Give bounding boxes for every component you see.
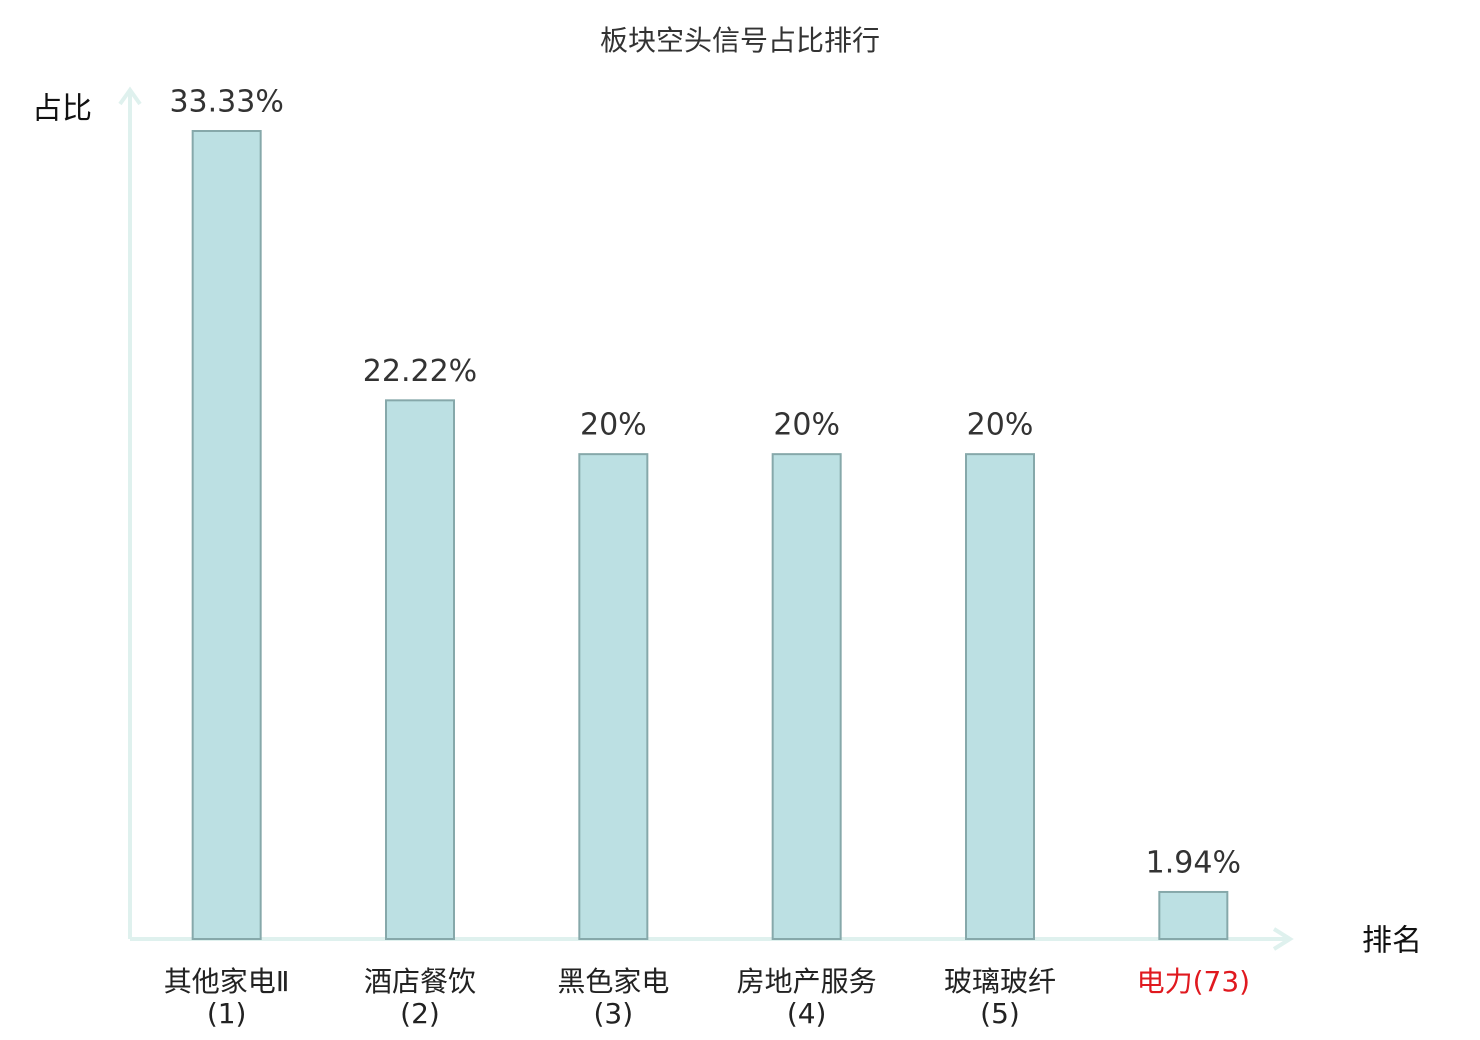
value-label: 33.33% xyxy=(169,85,283,120)
x-tick-label: 玻璃玻纤(5) xyxy=(943,965,1056,1030)
value-label: 1.94% xyxy=(1146,845,1241,880)
value-label: 22.22% xyxy=(363,354,477,389)
bar xyxy=(965,453,1035,940)
x-tick-label: 房地产服务(4) xyxy=(736,965,877,1030)
bar xyxy=(578,453,649,940)
x-axis-label: 排名 xyxy=(1362,924,1422,959)
x-tick-label: 电力(73) xyxy=(1136,965,1251,998)
x-axis-arrow xyxy=(1272,927,1294,951)
axes xyxy=(118,86,1294,951)
x-tick-label: 其他家电Ⅱ(1) xyxy=(163,965,290,1030)
value-label: 20% xyxy=(773,408,840,443)
x-tick-label: 酒店餐饮(2) xyxy=(363,965,476,1030)
bar xyxy=(771,453,842,940)
chart-title: 板块空头信号占比排行 xyxy=(600,24,880,57)
value-label: 20% xyxy=(967,408,1034,443)
bar xyxy=(385,399,455,941)
y-axis-arrow xyxy=(118,86,142,106)
bar xyxy=(1158,890,1229,941)
bar xyxy=(191,130,262,940)
value-label: 20% xyxy=(580,408,647,443)
y-axis-label: 占比 xyxy=(32,92,92,127)
x-tick-label: 黑色家电(3) xyxy=(557,965,670,1030)
